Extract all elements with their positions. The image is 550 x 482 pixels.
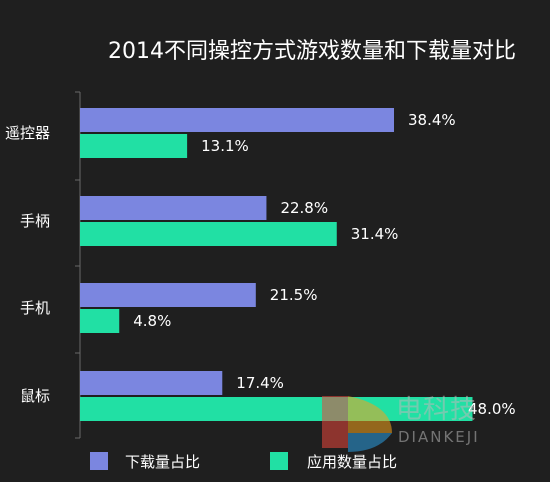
- value-label: 31.4%: [351, 225, 399, 243]
- bar-apps: [80, 222, 337, 246]
- value-label: 22.8%: [280, 199, 328, 217]
- value-label: 13.1%: [201, 137, 249, 155]
- category-label: 手柄: [20, 212, 50, 230]
- value-label: 38.4%: [408, 111, 456, 129]
- bar-downloads: [80, 371, 223, 395]
- watermark-logo: [322, 396, 392, 452]
- bars: [80, 108, 473, 421]
- category-label: 遥控器: [5, 124, 50, 142]
- legend-swatch-apps: [270, 452, 288, 470]
- watermark: 电科技 DIANKEJI: [322, 395, 480, 452]
- bar-downloads: [80, 283, 256, 307]
- legend-label-downloads: 下载量占比: [125, 453, 200, 471]
- bar-downloads: [80, 108, 394, 132]
- legend-swatch-downloads: [90, 452, 108, 470]
- watermark-text: 电科技: [396, 395, 477, 425]
- value-label: 21.5%: [270, 286, 318, 304]
- chart-title: 2014不同操控方式游戏数量和下载量对比: [108, 39, 516, 64]
- value-label: 4.8%: [133, 312, 171, 330]
- bar-apps: [80, 134, 188, 158]
- legend-label-apps: 应用数量占比: [307, 453, 397, 471]
- value-label: 48.0%: [468, 400, 516, 418]
- legend: 下载量占比 应用数量占比: [90, 452, 397, 471]
- y-axis-ticks: [75, 91, 80, 439]
- value-labels: 38.4% 13.1% 22.8% 31.4% 21.5% 4.8% 17.4% 48.0%: [133, 111, 515, 418]
- watermark-subtext: DIANKEJI: [398, 428, 480, 446]
- value-label: 17.4%: [236, 374, 284, 392]
- bar-downloads: [80, 196, 267, 220]
- bar-apps: [80, 309, 120, 333]
- category-label: 手机: [20, 299, 50, 317]
- category-label: 鼠标: [20, 387, 50, 405]
- bar-apps: [80, 397, 473, 421]
